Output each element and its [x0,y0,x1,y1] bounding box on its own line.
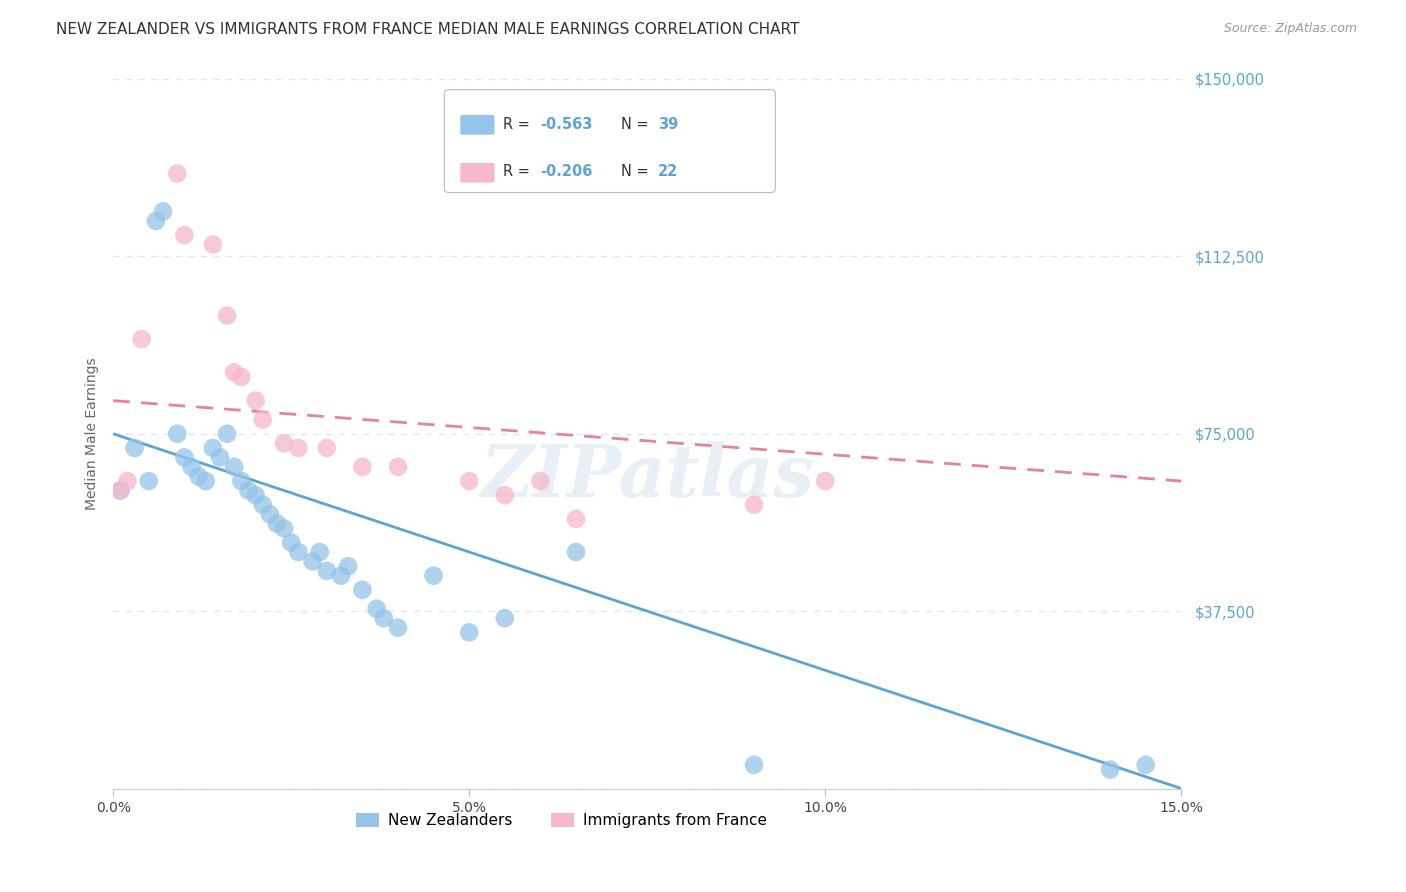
Point [1135,757,1157,772]
Point [217,426,239,441]
Point [422,568,444,582]
Point [458,474,481,488]
Point [287,441,309,455]
Point [1099,763,1122,777]
Point [173,450,195,465]
FancyBboxPatch shape [460,115,495,135]
Point [166,426,188,441]
Point [287,545,309,559]
Point [166,167,188,181]
Point [315,441,337,455]
Point [201,441,224,455]
Point [494,488,516,502]
Point [565,545,588,559]
Point [301,554,323,568]
Point [217,309,239,323]
Point [337,559,360,574]
Point [273,436,295,450]
Point [352,459,374,474]
Point [252,498,274,512]
Point [330,568,353,582]
Point [224,459,246,474]
Point [529,474,551,488]
Point [280,535,302,549]
Legend: New Zealanders, Immigrants from France: New Zealanders, Immigrants from France [350,806,773,834]
Point [458,625,481,640]
Point [231,370,253,384]
Point [266,516,288,531]
FancyBboxPatch shape [460,163,495,183]
Point [187,469,209,483]
Point [173,228,195,243]
Point [152,204,174,219]
Point [224,365,246,379]
Point [117,474,139,488]
Text: Source: ZipAtlas.com: Source: ZipAtlas.com [1223,22,1357,36]
Point [373,611,395,625]
Point [245,488,267,502]
Y-axis label: Median Male Earnings: Median Male Earnings [86,358,100,510]
Text: 39: 39 [658,117,678,131]
Point [315,564,337,578]
Text: N =: N = [620,164,652,179]
Point [742,498,765,512]
Point [245,393,267,408]
Text: R =: R = [503,117,534,131]
Point [110,483,132,498]
Point [366,601,388,615]
Point [259,507,281,521]
Point [814,474,837,488]
Point [565,512,588,526]
Point [352,582,374,597]
Point [208,450,231,465]
Point [180,459,202,474]
Point [742,757,765,772]
Point [387,621,409,635]
FancyBboxPatch shape [444,89,775,193]
Point [201,237,224,252]
Point [124,441,146,455]
Point [145,214,167,228]
Text: NEW ZEALANDER VS IMMIGRANTS FROM FRANCE MEDIAN MALE EARNINGS CORRELATION CHART: NEW ZEALANDER VS IMMIGRANTS FROM FRANCE … [56,22,800,37]
Text: N =: N = [620,117,652,131]
Text: -0.206: -0.206 [540,164,593,179]
Text: ZIPatlas: ZIPatlas [481,441,814,512]
Point [387,459,409,474]
Text: 22: 22 [658,164,678,179]
Point [231,474,253,488]
Point [110,483,132,498]
Point [194,474,217,488]
Text: R =: R = [503,164,534,179]
Point [138,474,160,488]
Point [252,412,274,426]
Point [273,521,295,535]
Text: -0.563: -0.563 [540,117,593,131]
Point [131,332,153,346]
Point [308,545,330,559]
Point [494,611,516,625]
Point [238,483,260,498]
